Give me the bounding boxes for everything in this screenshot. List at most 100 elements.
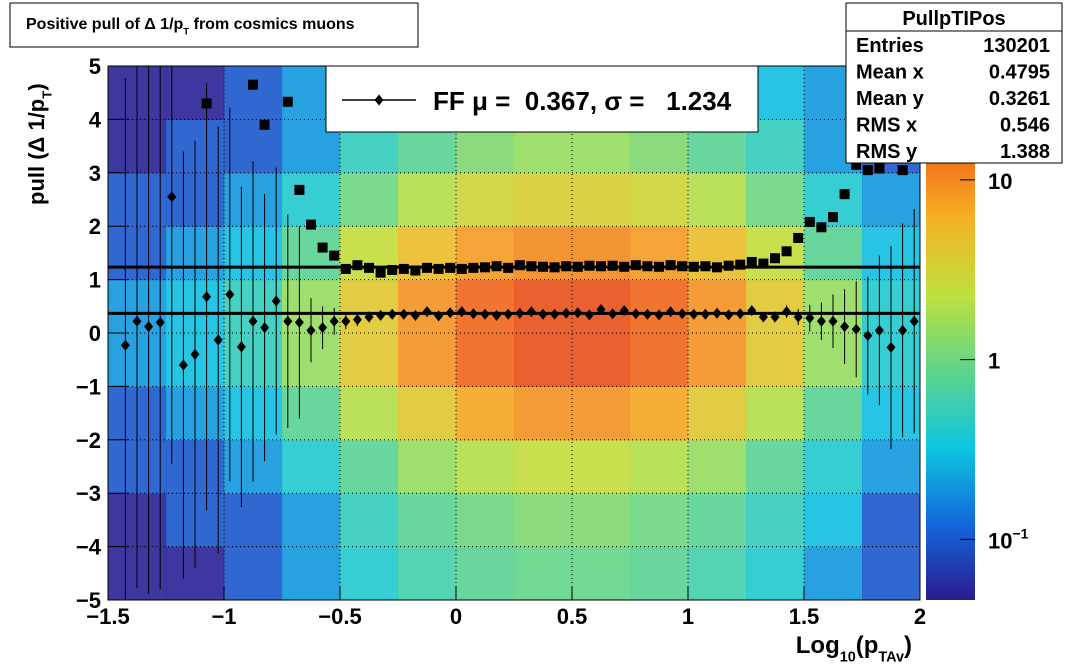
heatmap-cell <box>688 439 747 494</box>
diamond-marker <box>329 315 339 327</box>
heatmap-cell <box>572 439 631 494</box>
heatmap-cell <box>514 386 573 441</box>
square-marker <box>712 262 722 273</box>
heatmap-cell <box>282 439 341 494</box>
chart-title-part: T <box>183 27 189 38</box>
legend-box <box>325 65 759 133</box>
diamond-marker <box>584 309 594 321</box>
heatmap-cell <box>630 279 689 334</box>
diamond-marker <box>306 324 316 336</box>
square-marker <box>828 212 838 223</box>
square-marker <box>410 265 421 276</box>
diamond-marker <box>352 314 362 326</box>
heatmap-cell <box>456 172 515 227</box>
square-marker <box>897 165 908 176</box>
diamond-marker <box>712 307 722 319</box>
heatmap-cell <box>282 546 341 601</box>
heatmap-cell <box>630 386 689 441</box>
square-marker <box>816 222 827 233</box>
square-marker <box>781 246 792 257</box>
chart-title-part: Positive pull of Δ 1/p <box>26 16 184 33</box>
diamond-marker <box>677 308 687 320</box>
diamond-marker <box>631 308 641 320</box>
diamond-marker <box>248 315 258 327</box>
diamond-marker <box>167 191 177 203</box>
z-tick-base: 10 <box>988 528 1012 553</box>
diamond-marker <box>758 311 768 323</box>
z-tick-label: 10 <box>988 169 1012 194</box>
heatmap-cell <box>746 172 805 227</box>
heatmap-cell <box>514 493 573 548</box>
heatmap-cell <box>804 226 863 281</box>
heatmap-cell <box>398 386 457 441</box>
heatmap-cell <box>688 546 747 601</box>
heatmap-cell <box>630 333 689 387</box>
diamond-marker <box>120 339 130 351</box>
square-marker <box>607 260 618 271</box>
diamond-marker <box>283 315 293 327</box>
diamond-marker <box>376 309 386 321</box>
heatmap-cell <box>456 439 515 494</box>
square-marker <box>445 262 456 273</box>
z-tick-label: 1 <box>988 349 1000 374</box>
diamond-marker <box>410 309 420 321</box>
diamond-marker <box>236 341 246 353</box>
x-axis-title-part: ) <box>904 632 912 659</box>
square-marker <box>735 259 746 270</box>
heatmap-cell <box>282 386 341 441</box>
stats-box <box>845 2 1063 164</box>
diamond-marker <box>573 307 583 319</box>
square-marker <box>874 163 885 174</box>
diamond-marker <box>619 305 629 317</box>
z-tick-base: 10 <box>988 169 1012 194</box>
x-axis-title-part: (p <box>856 632 879 659</box>
heatmap-cell <box>340 333 399 387</box>
diamond-marker <box>550 308 560 320</box>
y-axis-title: pull (Δ 1/pT) <box>24 83 55 205</box>
y-tick-label: 2 <box>89 214 101 239</box>
heatmap-cell <box>514 439 573 494</box>
heatmap-cell <box>224 546 283 601</box>
y-axis-title-part: T <box>40 91 55 99</box>
y-tick-label: −2 <box>76 428 101 453</box>
heatmap-cell <box>282 493 341 548</box>
diamond-marker <box>515 307 525 319</box>
heatmap-cell <box>572 546 631 601</box>
diamond-marker <box>132 315 142 327</box>
square-marker <box>700 261 711 272</box>
diamond-marker <box>898 324 908 336</box>
y-axis-title-part: pull (Δ 1/p <box>24 99 49 205</box>
diamond-marker <box>422 306 432 318</box>
x-tick-label: 0 <box>450 604 462 629</box>
diamond-marker <box>805 312 815 324</box>
heatmap-cell <box>514 226 573 281</box>
square-marker <box>804 216 815 227</box>
diamond-marker <box>840 321 850 333</box>
stats-title: PullpTIPos <box>902 8 1005 30</box>
diamond-marker <box>341 315 351 327</box>
heatmap-cell <box>572 333 631 387</box>
z-tick-base: 1 <box>988 349 1000 374</box>
chart-title-part: from cosmics muons <box>189 16 354 33</box>
heatmap-cell <box>804 546 863 601</box>
heatmap-cell <box>862 546 921 601</box>
diamond-marker <box>387 308 397 320</box>
diamond-marker <box>144 321 154 333</box>
diamond-marker <box>318 322 328 334</box>
heatmap-cell <box>398 546 457 601</box>
square-marker <box>596 261 606 272</box>
diamond-marker <box>724 309 734 321</box>
y-tick-label: 4 <box>89 107 102 132</box>
heatmap-cell <box>688 386 747 441</box>
diamond-marker <box>608 308 618 320</box>
heatmap-cell <box>456 279 515 334</box>
diamond-marker <box>816 315 826 327</box>
square-marker <box>317 242 328 253</box>
stats-value: 0.546 <box>1000 115 1050 137</box>
heatmap-cell <box>340 279 399 334</box>
heatmap-cell <box>862 172 921 227</box>
heatmap-cell <box>456 333 515 387</box>
diamond-marker <box>503 308 513 320</box>
heatmap-cell <box>572 172 631 227</box>
square-marker <box>723 260 734 271</box>
